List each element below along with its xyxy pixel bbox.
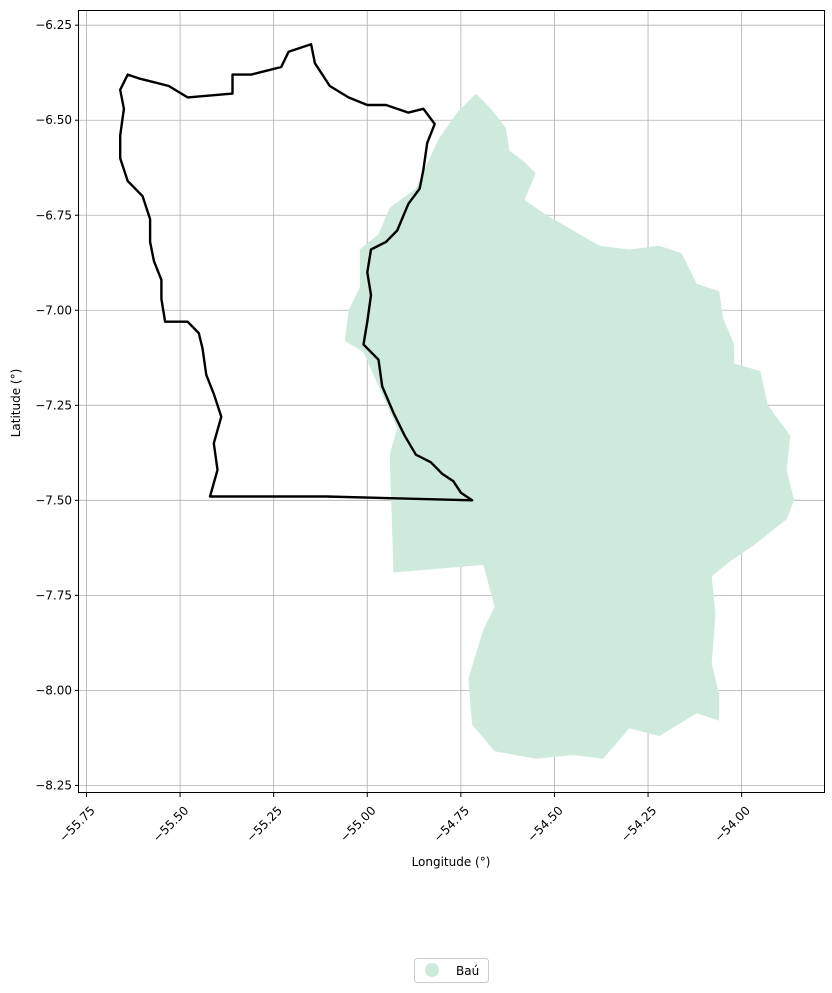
x-tick-label: −55.75 — [57, 803, 98, 844]
y-tick-label: −8.25 — [35, 778, 72, 792]
y-tick-label: −7.75 — [35, 588, 72, 602]
y-tick-label: −6.50 — [35, 113, 72, 127]
y-tick-label: −6.75 — [35, 208, 72, 222]
x-axis: −55.75 −55.50 −55.25 −55.00 −54.75 −54.50 −54.… — [57, 793, 753, 845]
x-tick-label: −55.00 — [337, 803, 378, 844]
x-axis-label: Longitude (°) — [412, 855, 491, 869]
y-axis: −6.25 −6.50 −6.75 −7.00 −7.25 −7.50 −7.75 −8.00… — [35, 18, 79, 792]
y-axis-label: Latitude (°) — [9, 369, 23, 438]
plot-frame — [78, 10, 825, 793]
y-tick-label: −7.50 — [35, 493, 72, 507]
y-tick-label: −7.00 — [35, 303, 72, 317]
legend-marker — [425, 963, 439, 977]
y-tick-label: −7.25 — [35, 398, 72, 412]
x-tick-label: −54.25 — [618, 803, 659, 844]
x-tick-label: −54.50 — [524, 803, 565, 844]
bau-region-shape — [344, 93, 795, 759]
x-tick-label: −55.25 — [244, 803, 285, 844]
legend: Baú — [414, 958, 489, 983]
x-tick-label: −55.50 — [150, 803, 191, 844]
x-tick-label: −54.00 — [712, 803, 753, 844]
legend-label: Baú — [456, 964, 479, 978]
x-tick-label: −54.75 — [431, 803, 472, 844]
outlined-boundary — [118, 43, 474, 502]
y-tick-label: −8.00 — [35, 683, 72, 697]
y-tick-label: −6.25 — [35, 18, 72, 32]
